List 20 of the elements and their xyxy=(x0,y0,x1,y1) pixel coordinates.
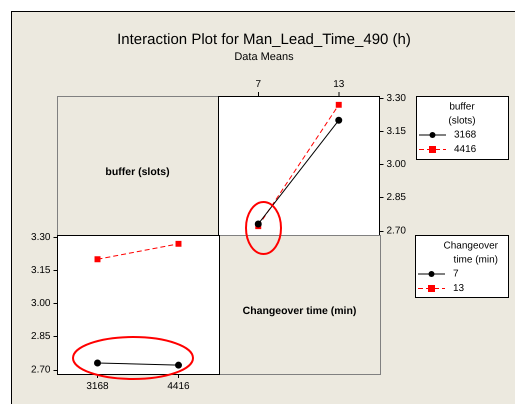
y-tick-label: 3.00 xyxy=(31,298,51,310)
chart-title: Interaction Plot for Man_Lead_Time_490 (h) xyxy=(117,31,411,48)
y-tick-label: 3.15 xyxy=(31,265,51,276)
y-tick-label: 2.85 xyxy=(386,192,406,204)
legend-title: buffer (slots) xyxy=(448,101,476,126)
text: Changeover time (min) xyxy=(242,304,356,317)
legend-title: Changeover time (min) xyxy=(444,240,499,266)
legend-label: 13 xyxy=(453,282,465,294)
y-tick-label: 3.30 xyxy=(386,92,406,104)
chart-subtitle: Data Means xyxy=(234,51,294,64)
legend-label: 7 xyxy=(453,268,459,280)
text: buffer (slots) xyxy=(105,166,170,178)
y-tick-label: 3.30 xyxy=(31,232,51,243)
y-tick-label: 3.00 xyxy=(386,159,406,170)
y-tick-label: 2.70 xyxy=(386,225,406,236)
y-tick-label: 2.70 xyxy=(31,364,51,376)
legend-label: 4416 xyxy=(454,144,477,155)
y-tick-label: 3.15 xyxy=(386,126,406,138)
legend-label: 3168 xyxy=(454,129,477,140)
y-tick-label: 2.85 xyxy=(31,331,51,342)
